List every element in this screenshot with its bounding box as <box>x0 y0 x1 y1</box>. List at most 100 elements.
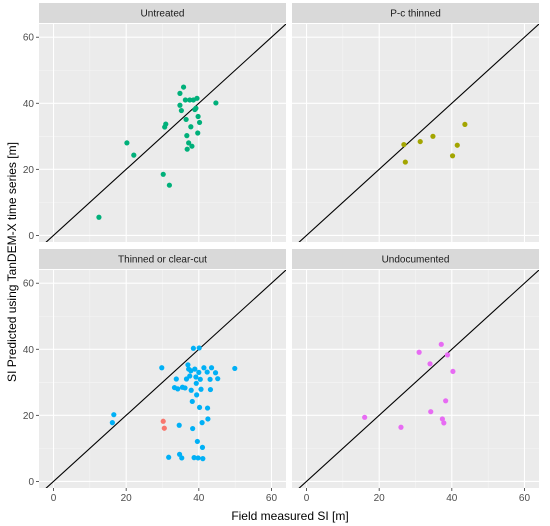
data-point <box>427 361 433 367</box>
data-point <box>192 366 198 372</box>
data-point <box>177 102 183 108</box>
data-point <box>428 409 434 415</box>
data-point <box>173 376 179 382</box>
data-point <box>416 349 422 355</box>
data-point <box>184 146 190 152</box>
data-point <box>185 362 191 368</box>
data-point <box>462 121 468 128</box>
data-point <box>232 365 238 372</box>
data-point <box>180 84 187 90</box>
data-point <box>195 455 201 461</box>
data-point <box>182 385 188 391</box>
data-point <box>190 425 196 432</box>
data-point <box>182 97 188 103</box>
data-point <box>205 416 211 422</box>
data-point <box>193 380 199 386</box>
y-tick-label: 0 <box>28 477 34 488</box>
data-point <box>195 130 201 136</box>
data-point <box>444 352 451 358</box>
data-point <box>176 422 182 428</box>
data-point <box>189 398 195 405</box>
data-point <box>430 133 436 139</box>
data-point <box>191 455 197 461</box>
data-point <box>200 456 206 462</box>
data-point <box>124 140 130 146</box>
data-point <box>194 392 200 398</box>
data-point <box>177 90 183 96</box>
data-point <box>201 365 207 371</box>
data-point <box>187 373 193 379</box>
facet-title: Undocumented <box>382 255 450 266</box>
y-tick-label: 0 <box>28 231 34 242</box>
data-point <box>111 412 117 418</box>
data-point <box>199 444 206 450</box>
x-tick-label: 40 <box>446 493 458 504</box>
data-point <box>438 341 444 347</box>
data-point <box>184 133 190 139</box>
x-tick-label: 60 <box>266 493 278 504</box>
facet-title: Thinned or clear-cut <box>118 255 207 266</box>
facet-strip <box>292 3 539 23</box>
facet-strip <box>39 249 286 269</box>
data-point <box>179 455 185 461</box>
data-point <box>204 369 210 375</box>
x-tick-label: 20 <box>121 493 133 504</box>
y-tick-label: 20 <box>23 411 35 422</box>
data-point <box>163 121 169 127</box>
facet-panel: Undocumented 0 20 40 60 <box>292 249 539 504</box>
data-point <box>159 365 165 371</box>
data-point <box>194 438 200 445</box>
facet-panels: Untreated 0 20 40 60 P-c thinned Thinned or cl… <box>23 3 539 504</box>
data-point <box>178 107 184 114</box>
facet-title: Untreated <box>141 9 185 20</box>
y-tick-label: 40 <box>23 345 35 356</box>
data-point <box>198 386 204 392</box>
x-tick-label: 0 <box>51 493 57 504</box>
data-point <box>190 345 196 351</box>
data-point <box>398 424 404 430</box>
data-point <box>207 376 213 382</box>
data-point <box>450 368 456 375</box>
data-point <box>131 152 137 158</box>
data-point <box>454 142 460 148</box>
identity-line <box>45 24 286 242</box>
y-tick-label: 60 <box>23 33 35 44</box>
data-point <box>175 386 181 392</box>
data-point <box>449 153 456 159</box>
x-tick-label: 0 <box>304 493 310 504</box>
y-tick-label: 60 <box>23 279 35 290</box>
data-point <box>160 418 166 424</box>
data-point <box>441 420 447 426</box>
facet-panel: Thinned or clear-cut 0 20 40 60 0 20 40 60 <box>23 249 286 504</box>
x-tick-label: 40 <box>193 493 205 504</box>
y-axis-title: SI Predicted using TanDEM-X time series … <box>5 142 19 382</box>
data-point <box>194 95 200 101</box>
data-point <box>197 376 203 382</box>
facet-title: P-c thinned <box>390 9 441 20</box>
data-point <box>196 369 202 375</box>
y-tick-label: 40 <box>23 99 35 110</box>
x-axis-title: Field measured SI [m] <box>231 509 348 523</box>
data-point <box>196 345 202 351</box>
data-point <box>161 425 167 431</box>
data-point <box>362 414 368 420</box>
data-point <box>189 143 195 149</box>
identity-line <box>45 270 286 488</box>
data-point <box>96 214 102 220</box>
data-point <box>188 387 194 393</box>
data-point <box>195 113 201 120</box>
data-point <box>443 398 449 404</box>
identity-line <box>298 24 539 242</box>
facet-strip <box>39 3 286 23</box>
data-point <box>215 376 221 382</box>
data-point <box>109 420 115 426</box>
data-point <box>402 159 408 165</box>
data-point <box>213 100 219 106</box>
data-point <box>193 374 199 380</box>
data-point <box>183 116 189 123</box>
data-point <box>401 141 407 148</box>
data-point <box>166 454 172 460</box>
data-point <box>160 171 166 177</box>
data-point <box>208 365 215 371</box>
